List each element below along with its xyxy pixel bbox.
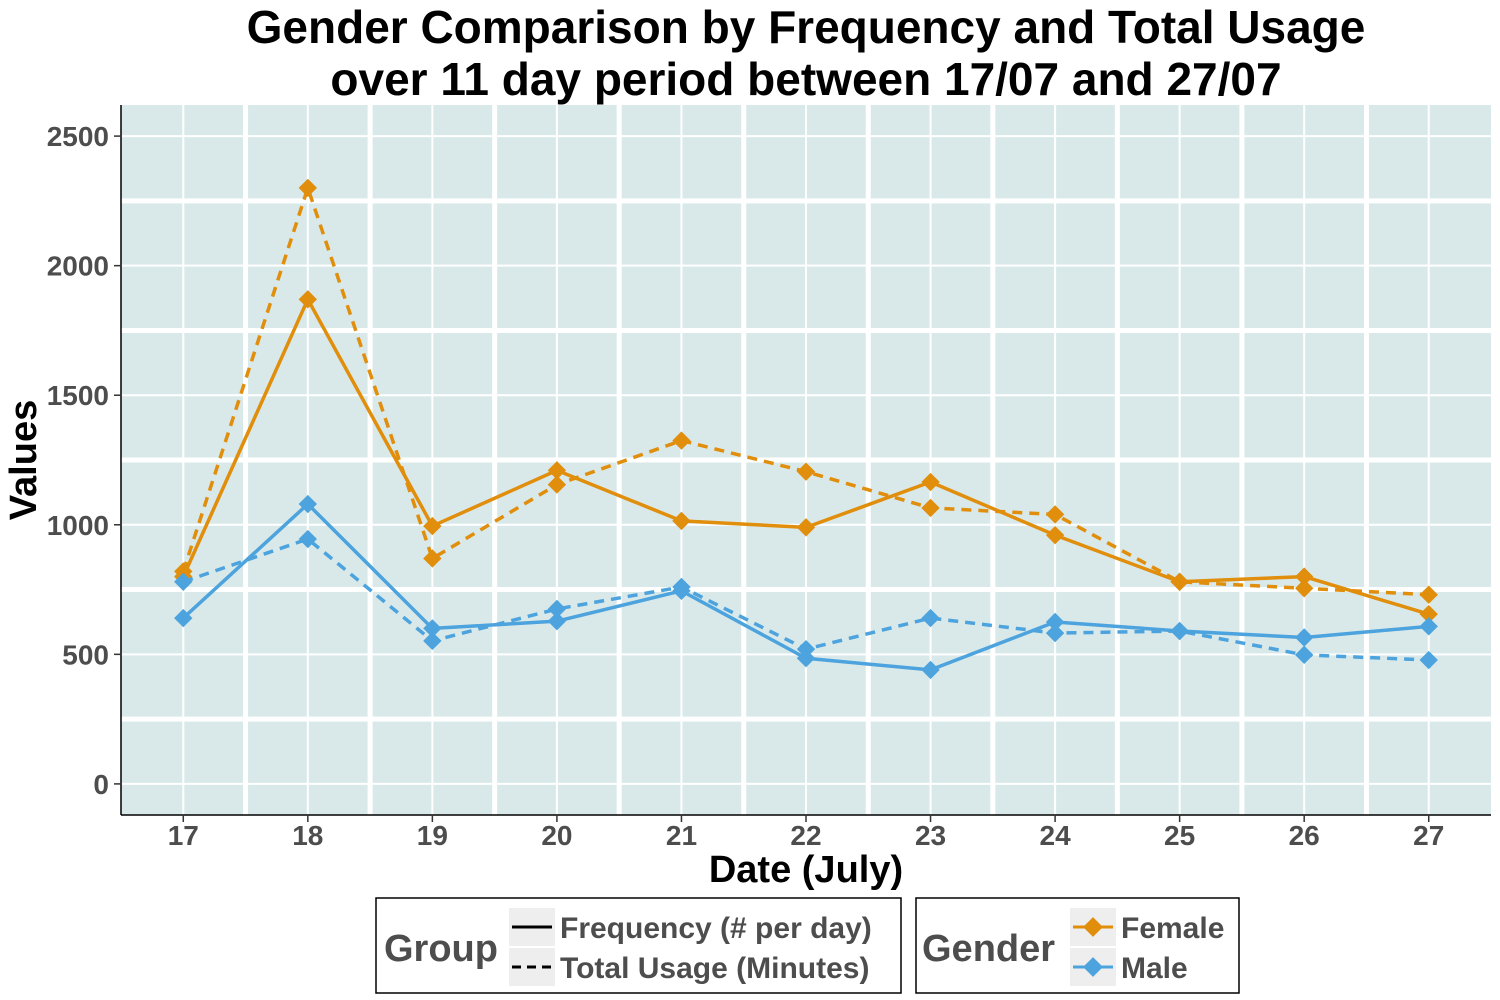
data-point-female-total-usage	[174, 562, 193, 581]
data-point-male-frequency	[1045, 612, 1065, 632]
data-point-female-total-usage	[1294, 579, 1314, 598]
data-point-male-frequency	[1294, 628, 1314, 647]
data-point-female-total-usage	[796, 462, 816, 481]
data-point-female-total-usage	[1170, 572, 1189, 591]
chart-title-line-1: Gender Comparison by Frequency and Total…	[247, 1, 1366, 53]
legend-group-box	[375, 897, 902, 994]
y-tick-label: 1000	[47, 510, 109, 541]
series-male-total-usage	[174, 529, 1438, 670]
legend-key-male-marker	[1083, 957, 1103, 977]
data-point-male-frequency	[547, 611, 567, 631]
data-point-female-total-usage	[547, 475, 567, 494]
data-point-male-total-usage	[1045, 623, 1065, 643]
data-point-female-frequency	[672, 511, 691, 531]
data-point-female-total-usage	[298, 178, 318, 198]
y-tick-label: 500	[62, 639, 109, 670]
y-tick-label: 1500	[47, 380, 109, 411]
x-tick-label: 18	[292, 820, 323, 851]
data-point-female-total-usage	[672, 431, 691, 450]
x-tick-label: 27	[1413, 820, 1444, 851]
data-point-female-frequency	[921, 472, 940, 492]
x-tick-label: 21	[666, 820, 697, 851]
data-point-male-total-usage	[1170, 621, 1189, 641]
x-tick-label: 25	[1164, 820, 1195, 851]
chart-title: Gender Comparison by Frequency and Total…	[247, 1, 1366, 105]
legend-label-male: Male	[1121, 952, 1188, 985]
data-point-male-total-usage	[547, 599, 567, 619]
x-tick-label: 26	[1289, 820, 1320, 851]
data-point-male-total-usage	[1294, 645, 1314, 665]
data-point-male-total-usage	[796, 639, 816, 659]
legend-group-title: Group	[384, 928, 498, 970]
y-axis-ticks: 0 500 1000 1500 2000 2500	[47, 121, 121, 800]
data-point-female-total-usage	[1419, 585, 1438, 604]
grid-lines	[121, 105, 1491, 815]
data-point-male-total-usage	[174, 572, 193, 591]
data-point-male-frequency	[1419, 617, 1438, 636]
data-point-male-frequency	[174, 608, 193, 628]
legend-group: Group Frequency (# per day) Total Usage …	[375, 897, 902, 994]
y-tick-label: 2500	[47, 121, 109, 152]
series-layer	[174, 178, 1438, 680]
x-tick-label: 19	[417, 820, 448, 851]
legend-label-total-usage: Total Usage (Minutes)	[560, 952, 869, 985]
x-axis-ticks: 17 18 19 20 21 22 23 24 25 26 27	[168, 815, 1444, 851]
data-point-female-frequency	[1045, 525, 1065, 545]
x-tick-label: 22	[790, 820, 821, 851]
data-point-female-frequency	[423, 516, 442, 536]
data-point-male-frequency	[921, 660, 940, 680]
data-point-male-frequency	[423, 619, 442, 638]
x-tick-label: 17	[168, 820, 199, 851]
data-point-male-frequency	[298, 494, 318, 514]
data-point-female-total-usage	[1045, 505, 1065, 524]
x-axis-title: Date (July)	[709, 849, 903, 891]
data-point-female-frequency	[1294, 567, 1314, 586]
y-axis-title: Values	[3, 400, 45, 520]
data-point-female-frequency	[298, 290, 318, 309]
data-point-female-frequency	[547, 461, 567, 480]
data-point-female-total-usage	[423, 549, 442, 568]
data-point-male-total-usage	[1419, 650, 1438, 670]
legend-gender: Gender Female Male	[915, 897, 1240, 994]
data-point-male-total-usage	[672, 577, 691, 597]
data-point-male-total-usage	[423, 631, 442, 651]
x-tick-label: 24	[1040, 820, 1072, 851]
data-point-male-total-usage	[298, 529, 318, 549]
legend-label-frequency: Frequency (# per day)	[560, 912, 872, 945]
series-female-total-usage	[174, 178, 1438, 604]
y-tick-label: 2000	[47, 251, 109, 282]
data-point-female-frequency	[796, 518, 816, 537]
legend-gender-title: Gender	[922, 928, 1055, 970]
data-point-female-frequency	[1419, 604, 1438, 624]
legend-label-female: Female	[1121, 912, 1224, 945]
data-point-male-total-usage	[921, 608, 940, 628]
legend-key-female-marker	[1083, 917, 1103, 937]
x-tick-label: 20	[541, 820, 572, 851]
y-tick-label: 0	[93, 769, 109, 800]
x-tick-label: 23	[915, 820, 946, 851]
chart-title-line-2: over 11 day period between 17/07 and 27/…	[330, 53, 1281, 105]
